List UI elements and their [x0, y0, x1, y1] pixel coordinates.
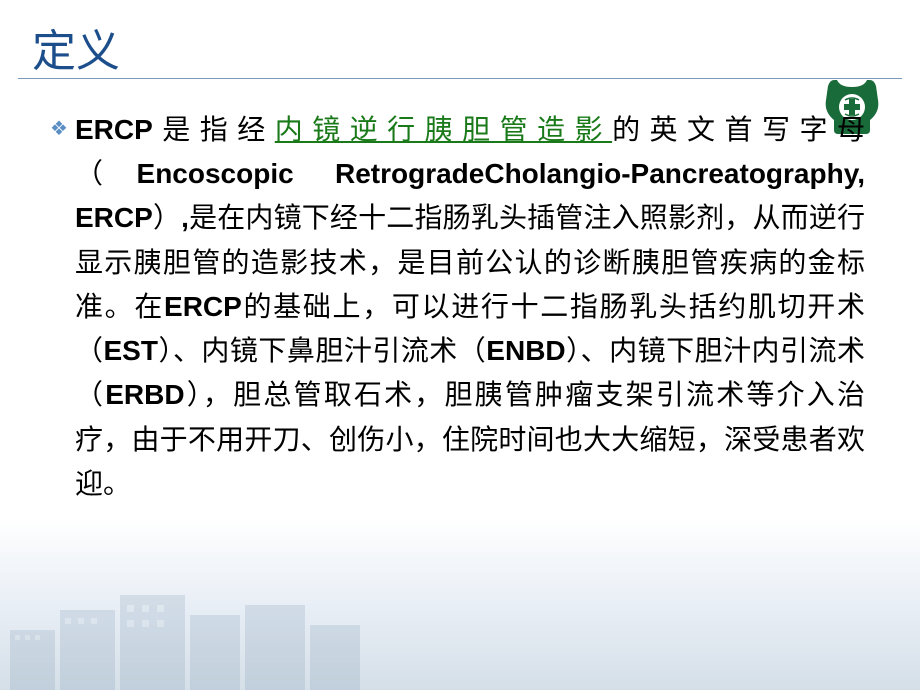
title-underline: [18, 78, 902, 79]
text-segment: ERBD: [105, 379, 184, 410]
diamond-bullet-icon: ❖: [50, 116, 68, 141]
text-segment: ,: [181, 202, 189, 233]
text-segment: ）: [153, 202, 181, 233]
text-segment: EST: [104, 335, 158, 366]
text-segment: 是指经: [153, 114, 275, 145]
page-title: 定义: [32, 15, 120, 79]
ercp-term-link[interactable]: 内镜逆行胰胆管造影: [275, 114, 612, 145]
text-segment: ），胆总管取石术，胆胰管肿瘤支架引流术等介入治疗，由于不用开刀、创伤小，住院时间…: [75, 379, 865, 498]
text-segment: ENBD: [486, 335, 565, 366]
text-segment: ）、内镜下鼻胆汁引流术（: [158, 335, 486, 366]
definition-paragraph: ERCP是指经内镜逆行胰胆管造影的英文首写字母（Encoscopic Retro…: [75, 108, 865, 506]
content-container: ❖ ERCP是指经内镜逆行胰胆管造影的英文首写字母（Encoscopic Ret…: [75, 108, 865, 506]
text-segment: ERCP: [164, 291, 242, 322]
text-segment: ERCP: [75, 114, 153, 145]
building-decoration-icon: [0, 560, 400, 690]
